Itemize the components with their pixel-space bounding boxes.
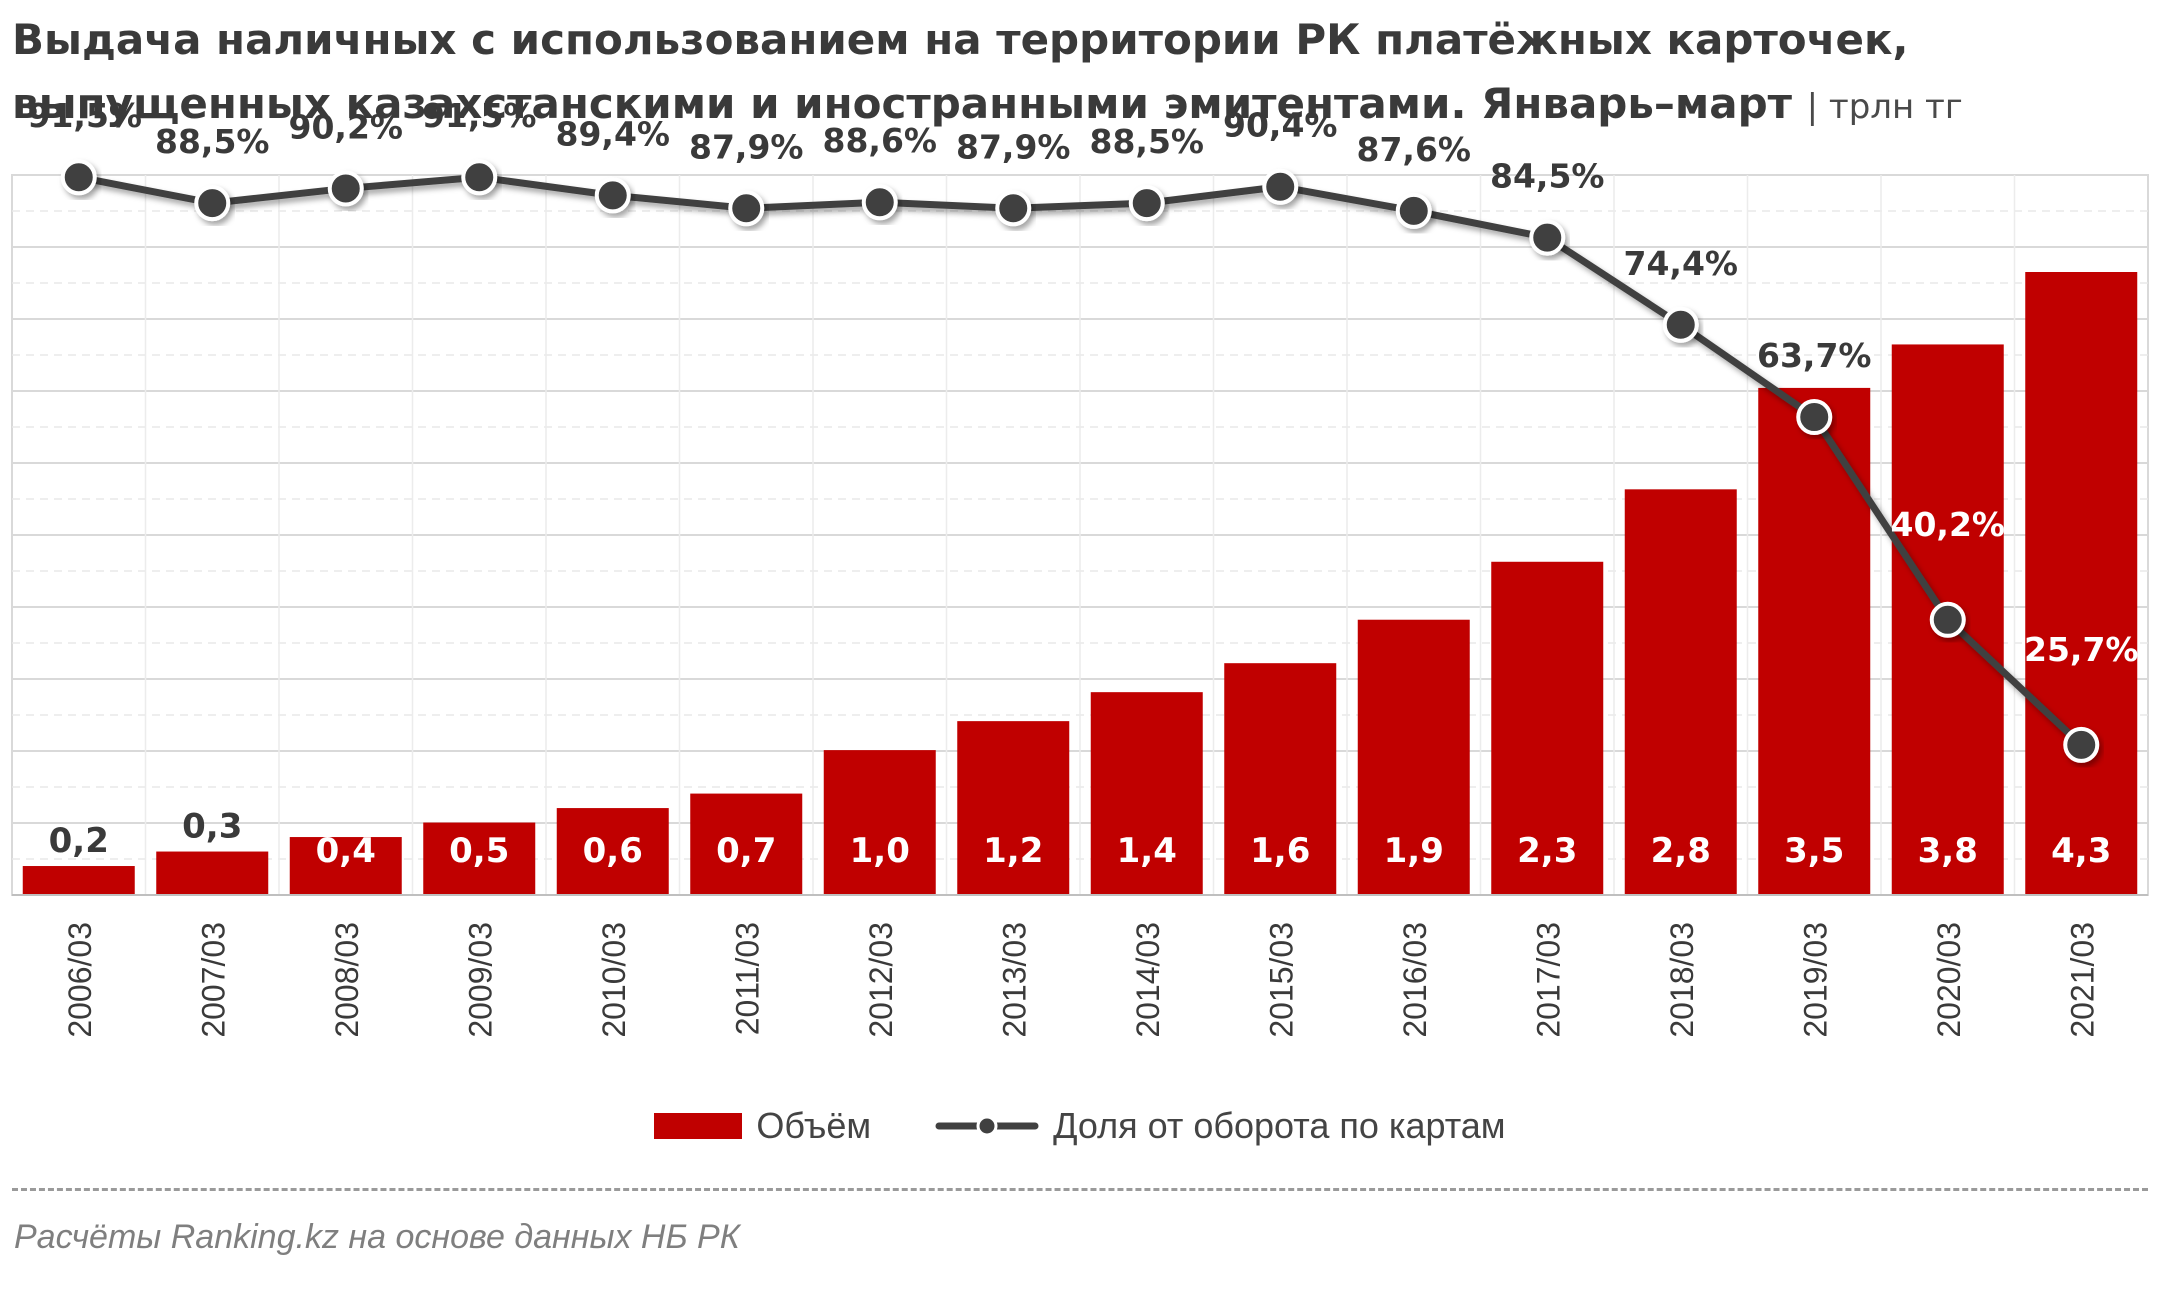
bar-value-label: 0,7 <box>716 831 776 871</box>
bar <box>957 721 1070 895</box>
divider-line <box>12 1188 2148 1191</box>
x-tick-label: 2013/03 <box>996 922 1032 1038</box>
x-tick-label: 2006/03 <box>62 922 98 1038</box>
line-point <box>728 190 765 227</box>
bar <box>690 793 803 895</box>
bar-value-label: 3,8 <box>1918 831 1978 871</box>
line-point <box>995 190 1032 227</box>
x-tick-label: 2012/03 <box>863 922 899 1038</box>
line-value-label: 87,9% <box>956 127 1071 166</box>
bar-value-label: 2,8 <box>1651 831 1711 871</box>
bar-value-label: 1,2 <box>983 831 1043 871</box>
chart-canvas: 0,2 0,3 0,4 0,5 0,6 0,7 1,0 1,2 1,4 1,6 1,9 2,3 2,8 3… <box>11 96 2149 1038</box>
x-tick-label: 2007/03 <box>195 922 231 1038</box>
line-point <box>194 185 231 222</box>
title-line-2: выпущенных казахстанскими и иностранными… <box>12 72 2142 139</box>
source-note: Расчёты Ranking.kz на основе данных НБ Р… <box>14 1218 740 1256</box>
legend-line-swatch <box>935 1115 1039 1137</box>
bar-value-label: 1,4 <box>1117 831 1177 871</box>
data-labels: 0,2 0,3 0,4 0,5 0,6 0,7 1,0 1,2 1,4 1,6 1,9 2,3 2,8 3… <box>28 96 2139 871</box>
bar-value-label: 0,6 <box>583 831 643 871</box>
line-point <box>861 184 898 221</box>
line-value-label: 84,5% <box>1490 157 1605 196</box>
line-value-label: 89,4% <box>556 114 671 153</box>
bar <box>1224 663 1337 895</box>
bar <box>556 808 669 895</box>
bar <box>1491 561 1604 895</box>
legend-volume-label: Объём <box>756 1105 872 1146</box>
line-value-label: 25,7% <box>2024 630 2139 669</box>
line-value-label: 40,2% <box>1891 505 2006 544</box>
share-line <box>75 173 2085 749</box>
title-unit: | трлн тг <box>1806 87 1963 127</box>
x-tick-label: 2015/03 <box>1263 922 1299 1038</box>
x-tick-label: 2014/03 <box>1130 922 1166 1038</box>
line-value-label: 91,5% <box>422 96 537 135</box>
line-point <box>2063 726 2100 763</box>
line-value-label: 91,5% <box>28 96 143 135</box>
line-value-label: 88,6% <box>823 121 938 160</box>
x-tick-label: 2019/03 <box>1797 922 1833 1038</box>
line-value-label: 87,6% <box>1357 130 1472 169</box>
line-value-label: 88,5% <box>155 122 270 161</box>
line-value-label: 63,7% <box>1757 336 1872 375</box>
legend-item-volume: Объём <box>654 1105 871 1147</box>
title-line-2-text: выпущенных казахстанскими и иностранными… <box>12 79 1792 128</box>
line-value-label: 90,2% <box>289 107 404 146</box>
x-tick-label: 2010/03 <box>596 922 632 1038</box>
bar-value-label: 0,2 <box>49 821 109 861</box>
legend-item-share: Доля от оборота по картам <box>935 1105 1506 1147</box>
bar-value-label: 0,3 <box>182 807 242 847</box>
bar <box>2025 272 2138 895</box>
x-tick-label: 2008/03 <box>329 922 365 1038</box>
line-value-label: 87,9% <box>689 127 804 166</box>
line-value-label: 74,4% <box>1624 244 1739 283</box>
bar-value-label: 4,3 <box>2051 831 2111 871</box>
line-point <box>461 159 498 196</box>
x-tick-label: 2020/03 <box>1931 922 1967 1038</box>
x-tick-label: 2021/03 <box>2064 922 2100 1038</box>
bar <box>1758 387 1871 895</box>
x-axis: 2006/03 2007/03 2008/03 2009/03 2010/03 2011/… <box>12 894 2148 1038</box>
bar-value-label: 0,5 <box>449 831 509 871</box>
legend-share-label: Доля от оборота по картам <box>1053 1105 1506 1146</box>
line-point <box>60 159 97 196</box>
bar <box>1090 692 1203 895</box>
line-point <box>1929 601 1966 638</box>
chart-title: Выдача наличных с использованием на терр… <box>12 8 2142 139</box>
legend: Объём Доля от оборота по картам <box>0 1105 2160 1147</box>
x-tick-label: 2016/03 <box>1397 922 1433 1038</box>
bar <box>423 822 536 895</box>
bar-value-label: 1,0 <box>850 831 910 871</box>
x-tick-label: 2009/03 <box>462 922 498 1038</box>
bar-value-label: 0,4 <box>316 831 376 871</box>
bar <box>1357 619 1470 895</box>
line-point <box>1262 168 1299 205</box>
line-point <box>594 177 631 214</box>
bar-value-label: 2,3 <box>1517 831 1577 871</box>
title-line-1: Выдача наличных с использованием на терр… <box>12 15 1909 64</box>
line-value-label: 88,5% <box>1090 122 1205 161</box>
bar <box>1624 489 1737 895</box>
bar <box>289 837 402 895</box>
legend-bar-swatch <box>654 1113 743 1139</box>
line-point <box>1796 399 1833 436</box>
bar <box>22 866 135 895</box>
line-point <box>1395 192 1432 229</box>
line-point <box>327 170 364 207</box>
bar <box>156 851 269 895</box>
x-tick-label: 2018/03 <box>1664 922 1700 1038</box>
bar-value-label: 3,5 <box>1784 831 1844 871</box>
x-tick-label: 2011/03 <box>729 922 765 1035</box>
bar-value-label: 1,9 <box>1384 831 1444 871</box>
line-series <box>60 159 2100 763</box>
bar-value-label: 1,6 <box>1250 831 1310 871</box>
line-point <box>1128 185 1165 222</box>
bar <box>823 750 936 895</box>
line-value-label: 90,4% <box>1223 106 1338 145</box>
line-point <box>1662 306 1699 343</box>
x-tick-label: 2017/03 <box>1530 922 1566 1038</box>
line-point <box>1529 219 1566 256</box>
